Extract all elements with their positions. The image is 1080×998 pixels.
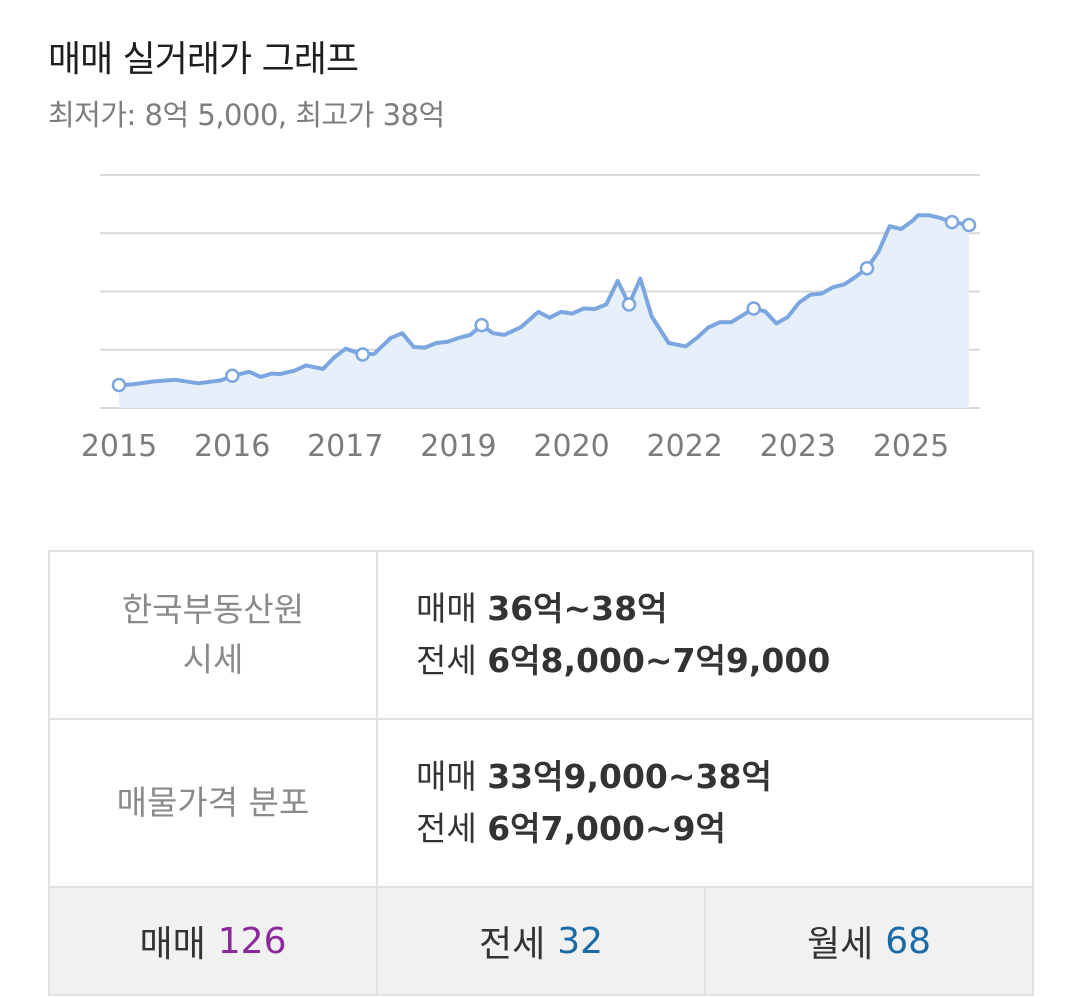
x-tick-label: 2019 (420, 429, 496, 464)
row-label-line: 매물가격 분포 (116, 783, 310, 822)
data-point-marker[interactable] (355, 347, 370, 362)
sale-price-range: 매매 33억9,000~38억 (416, 751, 1032, 803)
sale-listings-count: 126 (217, 920, 287, 962)
listing-counts: 매매 126 전세 32 월세 68 (48, 888, 1034, 996)
data-point-marker[interactable] (961, 217, 977, 233)
row-label: 한국부동산원 시세 (48, 550, 378, 720)
sale-label: 매매 (416, 757, 488, 796)
price-range-subtitle: 최저가: 8억 5,000, 최고가 38억 (48, 98, 445, 132)
x-tick-label: 2023 (760, 429, 836, 464)
table-row: 매물가격 분포 매매 33억9,000~38억 전세 6억7,000~9억 (48, 718, 1034, 888)
x-axis-ticks: 2015 2016 2017 2019 2020 2022 2023 2025 (81, 429, 949, 464)
data-point-marker[interactable] (859, 260, 875, 276)
jeonse-label: 전세 (416, 641, 488, 680)
row-label-line: 한국부동산원 (121, 590, 305, 629)
row-label: 매물가격 분포 (48, 718, 378, 888)
data-point-marker[interactable] (225, 368, 240, 384)
wolse-listings-count: 68 (885, 920, 932, 962)
jeonse-price-range: 전세 6억7,000~9억 (416, 803, 1032, 855)
sale-listings-label: 매매 (139, 924, 206, 965)
x-tick-label: 2025 (873, 429, 949, 464)
sale-price-range: 매매 36억~38억 (416, 583, 1032, 635)
jeonse-listings-label: 전세 (478, 924, 546, 965)
x-tick-label: 2016 (194, 429, 270, 464)
x-tick-label: 2022 (647, 429, 723, 464)
x-tick-label: 2017 (307, 429, 383, 464)
data-point-marker[interactable] (746, 301, 761, 316)
jeonse-value: 6억7,000~9억 (487, 809, 726, 848)
data-point-marker[interactable] (111, 377, 127, 393)
jeonse-value: 6억8,000~7억9,000 (487, 641, 831, 680)
sale-label: 매매 (416, 589, 488, 628)
sale-listings-tab[interactable]: 매매 126 (50, 888, 378, 994)
wolse-listings-tab[interactable]: 월세 68 (706, 888, 1032, 994)
jeonse-listings-tab[interactable]: 전세 32 (378, 888, 706, 994)
data-point-marker[interactable] (621, 297, 637, 312)
jeonse-listings-count: 32 (557, 920, 604, 962)
sale-value: 36억~38억 (487, 589, 668, 628)
data-point-marker[interactable] (474, 317, 489, 333)
price-markers[interactable] (111, 214, 977, 393)
x-tick-label: 2015 (81, 429, 157, 464)
wolse-listings-label: 월세 (806, 924, 874, 965)
row-label-line: 시세 (182, 640, 244, 679)
x-tick-label: 2020 (533, 429, 609, 464)
price-chart[interactable]: 2015 2016 2017 2019 2020 2022 2023 2025 (0, 150, 1080, 470)
sale-value: 33억9,000~38억 (487, 757, 772, 796)
row-values: 매매 36억~38억 전세 6억8,000~7억9,000 (376, 550, 1034, 720)
price-line (117, 213, 971, 387)
jeonse-price-range: 전세 6억8,000~7억9,000 (416, 635, 1032, 687)
row-values: 매매 33억9,000~38억 전세 6억7,000~9억 (376, 718, 1034, 888)
price-info-table: 한국부동산원 시세 매매 36억~38억 전세 6억8,000~7억9,000 … (48, 550, 1034, 888)
price-area-fill (119, 215, 969, 408)
jeonse-label: 전세 (416, 809, 488, 848)
data-point-marker[interactable] (944, 214, 960, 230)
table-row: 한국부동산원 시세 매매 36억~38억 전세 6억8,000~7억9,000 (48, 550, 1034, 720)
chart-title: 매매 실거래가 그래프 (48, 39, 359, 80)
